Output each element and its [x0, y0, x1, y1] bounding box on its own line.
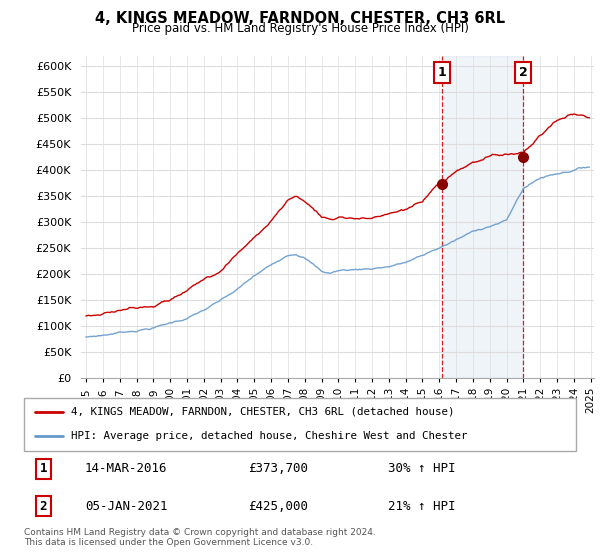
Text: Price paid vs. HM Land Registry's House Price Index (HPI): Price paid vs. HM Land Registry's House …	[131, 22, 469, 35]
Text: £373,700: £373,700	[248, 463, 308, 475]
Text: 30% ↑ HPI: 30% ↑ HPI	[388, 463, 455, 475]
Text: 1: 1	[437, 66, 446, 79]
Text: Contains HM Land Registry data © Crown copyright and database right 2024.
This d: Contains HM Land Registry data © Crown c…	[24, 528, 376, 547]
Text: 21% ↑ HPI: 21% ↑ HPI	[388, 500, 455, 512]
Text: £425,000: £425,000	[248, 500, 308, 512]
Text: 4, KINGS MEADOW, FARNDON, CHESTER, CH3 6RL (detached house): 4, KINGS MEADOW, FARNDON, CHESTER, CH3 6…	[71, 407, 454, 417]
Text: 1: 1	[40, 463, 47, 475]
Text: 05-JAN-2021: 05-JAN-2021	[85, 500, 167, 512]
Text: 4, KINGS MEADOW, FARNDON, CHESTER, CH3 6RL: 4, KINGS MEADOW, FARNDON, CHESTER, CH3 6…	[95, 11, 505, 26]
Text: 14-MAR-2016: 14-MAR-2016	[85, 463, 167, 475]
Bar	[442, 56, 523, 378]
Text: HPI: Average price, detached house, Cheshire West and Chester: HPI: Average price, detached house, Ches…	[71, 431, 467, 441]
Text: 2: 2	[40, 500, 47, 512]
Text: 2: 2	[519, 66, 528, 79]
